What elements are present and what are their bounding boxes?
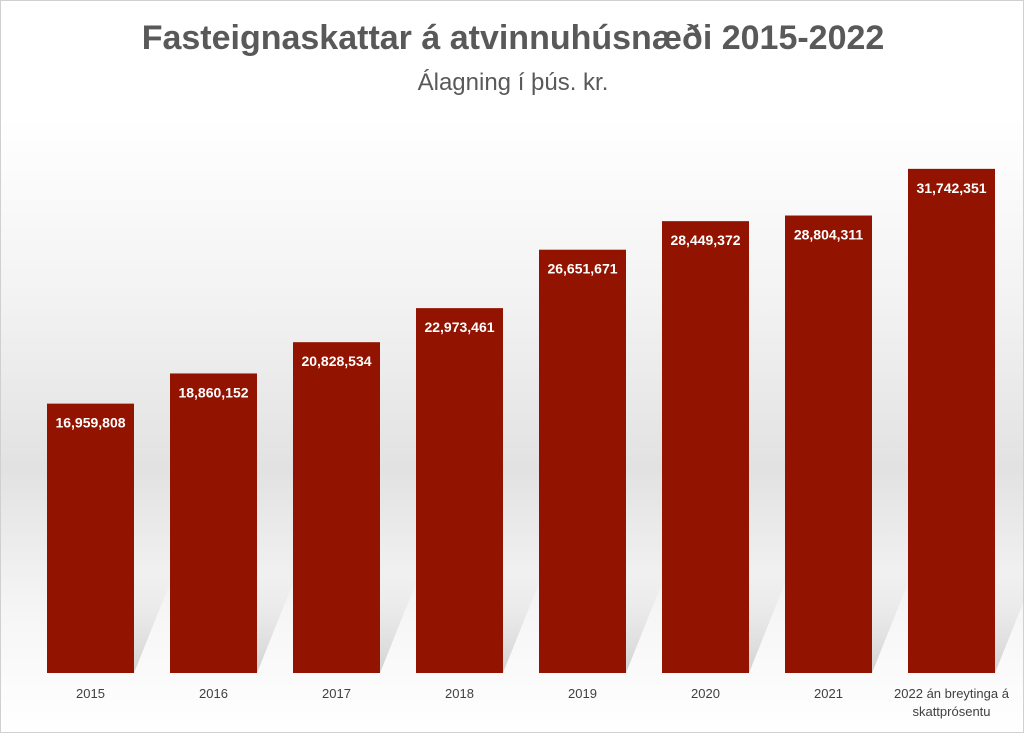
x-tick-label: 2016 — [199, 686, 228, 701]
x-tick-label: 2015 — [76, 686, 105, 701]
bar — [293, 342, 380, 673]
data-label: 18,860,152 — [178, 384, 248, 400]
x-tick-label: skattprósentu — [912, 704, 990, 719]
data-label: 22,973,461 — [424, 319, 494, 335]
data-label: 31,742,351 — [916, 180, 986, 196]
data-label: 28,804,311 — [794, 227, 864, 243]
bar — [785, 215, 872, 673]
bar — [47, 403, 134, 673]
data-label: 28,449,372 — [670, 232, 740, 248]
chart-title: Fasteignaskattar á atvinnuhúsnæði 2015-2… — [141, 19, 885, 57]
x-tick-label: 2022 án breytinga á — [894, 686, 1010, 701]
x-tick-label: 2020 — [691, 686, 720, 701]
bar — [908, 168, 995, 673]
chart-subtitle: Álagning í þús. kr. — [417, 69, 609, 96]
data-label: 20,828,534 — [301, 353, 371, 369]
data-label: 16,959,808 — [55, 415, 125, 431]
x-tick-label: 2021 — [814, 686, 843, 701]
x-tick-label: 2018 — [445, 686, 474, 701]
bar — [539, 249, 626, 674]
bar — [170, 373, 257, 673]
x-tick-label: 2019 — [568, 686, 597, 701]
data-label: 26,651,671 — [547, 261, 617, 277]
bar — [662, 221, 749, 673]
bar — [416, 308, 503, 673]
x-tick-label: 2017 — [322, 686, 351, 701]
